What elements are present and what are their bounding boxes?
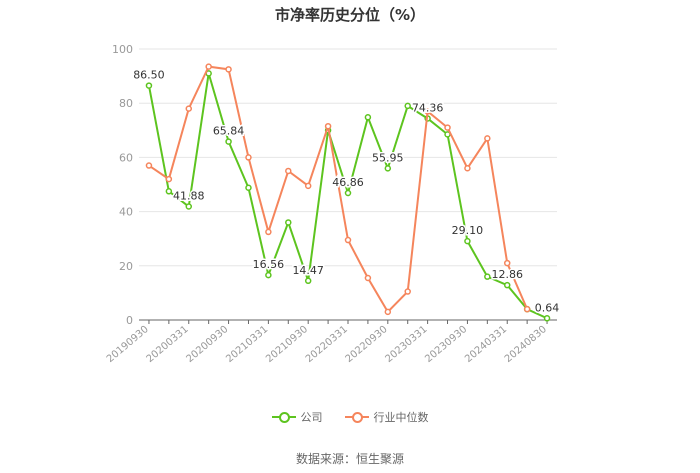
data-point [185, 203, 193, 210]
data-point [404, 102, 411, 110]
y-tick-label: 0 [126, 314, 133, 327]
x-tick-label: 20220930 [344, 324, 390, 365]
data-label: 16.56 [253, 258, 285, 271]
data-point [484, 135, 491, 142]
data-label: 14.47 [292, 264, 324, 277]
legend-item-industry[interactable]: 行业中位数 [344, 409, 429, 425]
data-labels: 86.50 41.88 65.84 16.56 14.47 46.86 55.95 74.36… [132, 67, 561, 316]
data-label: 65.84 [213, 125, 245, 138]
data-point [444, 124, 451, 131]
data-point [344, 189, 352, 197]
data-point [464, 164, 471, 172]
y-tick-label: 40 [119, 206, 133, 219]
x-tick-label: 20230930 [423, 324, 469, 365]
legend-item-company[interactable]: 公司 [271, 409, 323, 425]
y-tick-label: 20 [119, 260, 133, 273]
data-point [523, 305, 531, 313]
data-point [145, 82, 153, 89]
data-label: 0.64 [535, 301, 560, 314]
data-point [225, 66, 232, 73]
data-point [324, 122, 332, 130]
data-label: 12.86 [491, 268, 523, 281]
data-point [384, 308, 392, 316]
y-tick-label: 100 [112, 43, 133, 56]
data-point [543, 315, 551, 322]
legend-swatch-industry [344, 411, 369, 423]
data-point [404, 288, 411, 295]
grid-lines [139, 48, 557, 267]
x-tick-label: 20240331 [463, 324, 509, 365]
x-tick-label: 20200930 [184, 324, 230, 365]
data-point [285, 167, 292, 175]
x-tick-label: 20210930 [264, 324, 310, 365]
data-point [424, 108, 431, 115]
data-label: 46.86 [332, 176, 364, 189]
x-tick-label: 20190930 [105, 324, 151, 365]
x-tick-label: 20240830 [503, 324, 549, 365]
data-point [225, 138, 232, 145]
data-point [265, 228, 272, 236]
data-label: 41.88 [173, 190, 205, 203]
data-point [165, 188, 173, 195]
data-label: 74.36 [412, 101, 444, 114]
source-note: 数据来源：恒生聚源 [295, 452, 404, 466]
data-point [145, 162, 153, 169]
data-label: 86.50 [133, 69, 165, 82]
series-lines [145, 63, 551, 322]
data-point [304, 277, 312, 285]
data-point [364, 274, 372, 282]
data-point [484, 273, 491, 280]
data-label: 55.95 [372, 151, 404, 164]
data-point [364, 114, 372, 121]
data-point [265, 271, 272, 279]
legend-swatch-company [271, 411, 296, 423]
y-tick-label: 60 [119, 151, 133, 164]
x-tick-label: 20210331 [224, 324, 270, 365]
legend-label-company: 公司 [300, 411, 323, 424]
x-tick-label: 20220331 [304, 324, 350, 365]
data-point [165, 175, 173, 183]
y-tick-label: 80 [119, 97, 133, 110]
series-line-1 [148, 65, 529, 314]
data-point [503, 281, 511, 289]
data-point [464, 237, 471, 245]
axes: 0204060801002019093020200331202009302021… [105, 43, 557, 365]
data-point [344, 236, 352, 244]
data-point [245, 184, 252, 192]
x-tick-label: 20200331 [145, 324, 191, 365]
data-point [503, 259, 511, 267]
legend-label-industry: 行业中位数 [373, 411, 429, 424]
chart-title: 市净率历史分位（%） [274, 6, 426, 24]
data-point [185, 105, 193, 112]
data-point [245, 154, 252, 161]
x-tick-label: 20230331 [383, 324, 429, 365]
data-point [384, 165, 392, 172]
data-point [205, 63, 212, 70]
legend: 公司 行业中位数 [0, 409, 700, 425]
data-point [285, 219, 292, 226]
data-point [304, 182, 312, 190]
data-label: 29.10 [452, 224, 484, 237]
